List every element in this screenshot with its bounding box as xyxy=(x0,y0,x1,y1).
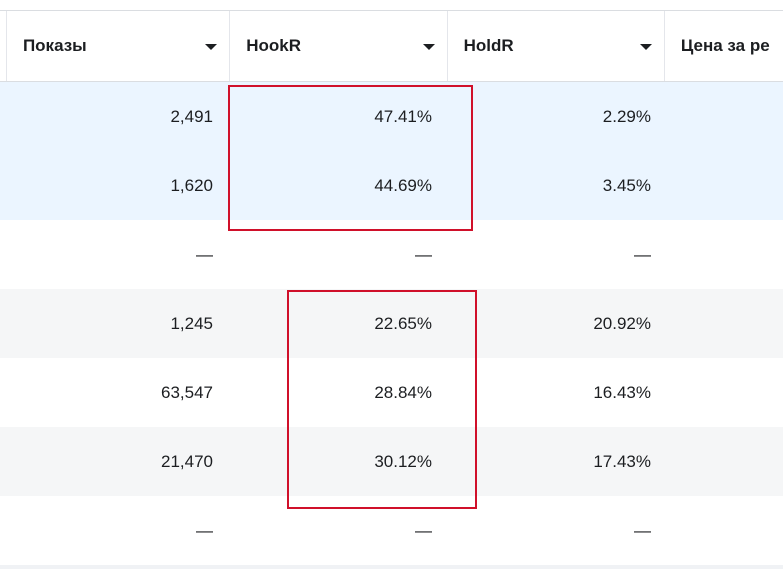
cell-impressions: — xyxy=(196,244,213,264)
cell-holdr: 17.43% xyxy=(593,451,651,471)
cell-holdr: 3.45% xyxy=(602,175,651,195)
table-row[interactable]: 1,620 44.69% 3.45% xyxy=(0,151,783,220)
cell-holdr: — xyxy=(634,244,651,264)
table-row[interactable]: — — — xyxy=(0,220,783,289)
cell-holdr: 2.29% xyxy=(602,106,651,126)
table-bottom-edge xyxy=(0,565,783,569)
column-header-label: Показы xyxy=(22,36,87,55)
table-top-edge xyxy=(0,0,783,11)
column-header-cost-per-result[interactable]: Цена за ре xyxy=(663,11,783,81)
cell-impressions: 2,491 xyxy=(170,106,213,126)
sort-caret-icon[interactable] xyxy=(205,44,218,50)
cell-impressions: 63,547 xyxy=(161,382,213,402)
sort-caret-icon[interactable] xyxy=(639,44,652,50)
cell-impressions: 21,470 xyxy=(161,451,213,471)
table-row[interactable]: 21,470 30.12% 17.43% xyxy=(0,427,783,496)
cell-cost-per-result xyxy=(663,427,783,496)
cell-cost-per-result xyxy=(663,289,783,358)
cell-cost-per-result xyxy=(663,82,783,151)
column-header-impressions[interactable]: Показы xyxy=(5,11,229,81)
table-row[interactable]: — — — xyxy=(0,496,783,565)
column-header-label: Цена за ре xyxy=(680,36,770,55)
sort-caret-icon[interactable] xyxy=(422,44,435,50)
table-header: Показы HookR HoldR Цена за ре xyxy=(0,11,783,82)
table-row[interactable]: 1,245 22.65% 20.92% xyxy=(0,289,783,358)
cell-hookr: — xyxy=(415,520,432,540)
cell-hookr: 47.41% xyxy=(374,106,432,126)
cell-impressions: 1,245 xyxy=(170,313,213,333)
cell-holdr: — xyxy=(634,520,651,540)
cell-cost-per-result xyxy=(663,151,783,220)
cell-holdr: 16.43% xyxy=(593,382,651,402)
cell-cost-per-result xyxy=(663,220,783,289)
column-header-hookr[interactable]: HookR xyxy=(229,11,446,81)
cell-hookr: 30.12% xyxy=(374,451,432,471)
cell-hookr: 28.84% xyxy=(374,382,432,402)
column-header-holdr[interactable]: HoldR xyxy=(446,11,664,81)
table-body: 2,491 47.41% 2.29% 1,620 44.69% 3.45% — … xyxy=(0,82,783,565)
cell-cost-per-result xyxy=(663,358,783,427)
cell-hookr: — xyxy=(415,244,432,264)
cell-hookr: 44.69% xyxy=(374,175,432,195)
table-row[interactable]: 2,491 47.41% 2.29% xyxy=(0,82,783,151)
column-header-label: HoldR xyxy=(463,36,514,55)
table-row[interactable]: 63,547 28.84% 16.43% xyxy=(0,358,783,427)
column-header-label: HookR xyxy=(246,36,302,55)
cell-impressions: — xyxy=(196,520,213,540)
cell-hookr: 22.65% xyxy=(374,313,432,333)
cell-holdr: 20.92% xyxy=(593,313,651,333)
cell-impressions: 1,620 xyxy=(170,175,213,195)
cell-cost-per-result xyxy=(663,496,783,565)
